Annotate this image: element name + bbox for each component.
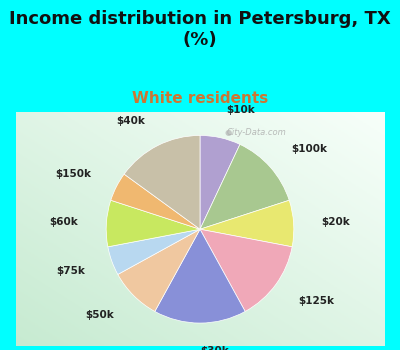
Text: $40k: $40k [116, 116, 145, 126]
Text: $150k: $150k [55, 169, 91, 179]
Text: White residents: White residents [132, 91, 268, 106]
Text: $125k: $125k [299, 296, 335, 306]
Wedge shape [155, 229, 245, 323]
Wedge shape [108, 229, 200, 274]
Text: $10k: $10k [227, 105, 255, 115]
Text: $30k: $30k [200, 346, 229, 350]
Wedge shape [111, 174, 200, 229]
Text: $20k: $20k [322, 217, 350, 226]
Text: $100k: $100k [292, 144, 328, 154]
Wedge shape [200, 200, 294, 247]
Wedge shape [200, 145, 289, 229]
Text: ●: ● [224, 128, 232, 138]
Text: $75k: $75k [56, 266, 85, 275]
Wedge shape [106, 200, 200, 247]
Wedge shape [200, 135, 240, 229]
Text: $50k: $50k [85, 310, 114, 321]
Text: Income distribution in Petersburg, TX
(%): Income distribution in Petersburg, TX (%… [9, 10, 391, 49]
Wedge shape [124, 135, 200, 229]
Text: $60k: $60k [50, 217, 78, 226]
Text: City-Data.com: City-Data.com [226, 128, 286, 138]
Wedge shape [118, 229, 200, 312]
Wedge shape [200, 229, 292, 312]
